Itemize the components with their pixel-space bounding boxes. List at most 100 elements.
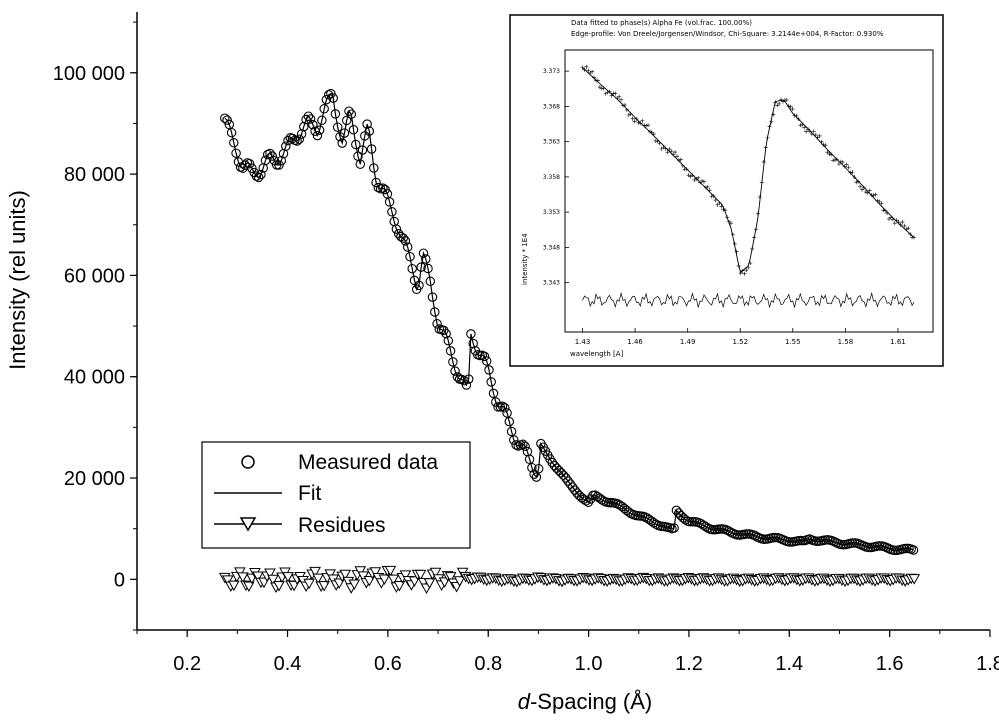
inset-data-point (715, 202, 720, 207)
inset-data-point (651, 132, 656, 137)
inset-data-point (840, 160, 845, 165)
measured-point (687, 516, 697, 527)
measured-point (439, 325, 449, 336)
x-tick-label: 1.0 (575, 653, 603, 675)
inset-data-point (582, 67, 587, 72)
measured-point (321, 94, 332, 105)
inset-data-point (813, 132, 818, 137)
measured-point (450, 366, 460, 376)
inset-data-point (619, 97, 624, 102)
inset-data-point (856, 179, 861, 184)
inset-data-point (657, 141, 662, 146)
inset-data-point (881, 208, 886, 213)
measured-point (319, 104, 329, 114)
inset-data-point (800, 122, 805, 127)
inset-data-point (757, 195, 762, 200)
inset-data-point (755, 211, 760, 216)
residue-point (363, 575, 376, 587)
residue-point (309, 566, 321, 578)
inset-data-point (671, 152, 676, 157)
residues-series (218, 565, 921, 594)
inset-data-point (842, 164, 847, 169)
residue-point (429, 567, 442, 579)
measured-point (432, 319, 442, 329)
inset-data-point (719, 204, 724, 209)
inset-data-point (873, 192, 878, 197)
inset-data-point (595, 78, 600, 83)
residue-point (369, 567, 382, 578)
measured-point (265, 148, 275, 159)
inset-panel: Data fitted to phase(s) Alpha Fe (vol.fr… (509, 14, 944, 367)
inset-data-point (769, 119, 774, 124)
inset-data-point (632, 119, 637, 124)
measured-point (567, 482, 578, 492)
measured-point (402, 242, 413, 252)
measured-point (294, 134, 305, 144)
measured-point (310, 126, 320, 136)
measured-point (561, 473, 571, 483)
inset-data-point (709, 194, 714, 199)
inset-x-tick-label: 1.55 (785, 338, 801, 346)
residue-point (393, 580, 406, 592)
inset-data-point (649, 130, 654, 135)
measured-point (231, 148, 241, 158)
measured-point (752, 532, 763, 542)
measured-point (520, 441, 530, 452)
inset-data-point (684, 167, 689, 172)
measured-point (502, 408, 512, 418)
inset-data-point (642, 123, 647, 128)
measured-point (346, 109, 357, 119)
x-tick-label: 0.8 (474, 653, 502, 675)
inset-data-point (586, 68, 591, 73)
inset-data-point (746, 265, 751, 270)
inset-x-tick-label: 1.46 (627, 338, 643, 346)
measured-point (581, 496, 591, 506)
measured-point (881, 542, 892, 553)
inset-x-ticks: 1.43 1.46 1.49 1.52 1.55 1.58 1.61 (575, 328, 906, 346)
residue-point (318, 580, 331, 592)
measured-point (696, 519, 706, 529)
measured-point (506, 426, 517, 437)
inset-data-point (871, 193, 876, 198)
residue-point (243, 581, 255, 593)
inset-data-point (890, 217, 895, 222)
measured-point (332, 122, 343, 132)
inset-data-point (844, 162, 849, 167)
inset-data-point (590, 69, 595, 74)
measured-point (326, 88, 336, 99)
inset-data-point (908, 232, 913, 237)
inset-residual-series (582, 291, 915, 309)
inset-data-point (580, 65, 585, 70)
inset-data-point (827, 152, 832, 157)
inset-data-point (761, 159, 766, 164)
measured-point (299, 121, 309, 132)
inset-data-point (759, 180, 764, 185)
inset-data-point (701, 179, 706, 184)
inset-data-point (854, 180, 859, 185)
measured-point (260, 155, 271, 166)
inset-plot-frame (564, 49, 934, 333)
inset-data-point (700, 178, 705, 183)
inset-x-tick-label: 1.61 (890, 338, 906, 346)
y-tick-label: 20 000 (64, 468, 125, 490)
legend-measured-label: Measured data (298, 451, 438, 474)
inset-y-tick-label: 3.368 (543, 103, 560, 110)
inset-data-point (912, 235, 917, 240)
measured-point (339, 128, 350, 138)
measured-point (606, 498, 616, 508)
inset-data-point (796, 116, 801, 121)
inset-data-point (622, 103, 627, 108)
inset-data-point (705, 184, 710, 189)
inset-data-point (906, 226, 911, 231)
inset-data-point (767, 124, 772, 129)
x-tick-label: 1.8 (976, 653, 999, 675)
measured-point (500, 403, 510, 413)
inset-header-line2: Edge-profile: Von Dreele/Jorgensen/Winds… (571, 30, 884, 38)
inset-y-ticks: 3.343 3.348 3.353 3.358 3.363 3.368 3.373 (543, 68, 569, 287)
measured-point (220, 113, 230, 123)
inset-data-point (592, 75, 597, 80)
measured-point (425, 276, 436, 287)
inset-data-point (771, 112, 776, 117)
inset-data-point (892, 221, 897, 226)
inset-data-point (875, 198, 880, 203)
